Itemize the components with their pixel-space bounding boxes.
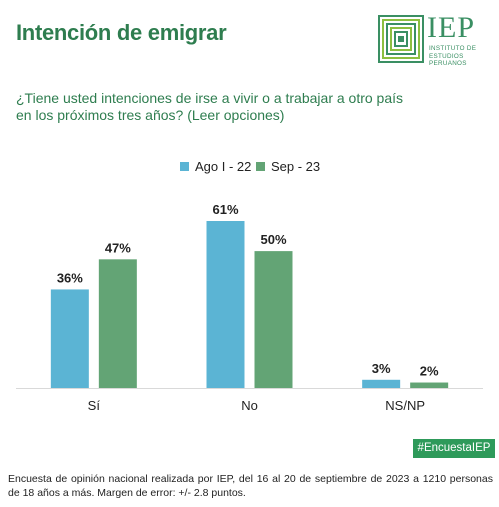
data-label: 61% [212,202,238,217]
data-label: 2% [420,364,439,379]
legend-item-series-2: Sep - 23 [256,159,320,174]
logo-subtitle: INSTITUTO DE ESTUDIOS PERUANOS [429,45,489,68]
logo-subtitle-line: INSTITUTO DE [429,45,477,52]
logo-subtitle-line: PERUANOS [429,60,467,67]
x-tick-label: Sí [88,398,101,413]
data-label: 36% [57,270,83,285]
survey-footnote: Encuesta de opinión nacional realizada p… [8,473,493,499]
iep-logo-mark-icon [378,15,424,63]
bar-chart: 36% 47% Sí 61% 50% No 3% 2% NS/NP [16,202,483,413]
hashtag-badge: #EncuestaIEP [413,439,495,458]
legend-swatch [256,162,265,171]
logo-subtitle-line: ESTUDIOS [429,52,464,60]
legend-label: Sep - 23 [271,159,321,174]
legend-item-series-1: Ago I - 22 [180,159,251,174]
bar-1-2 [206,221,245,388]
bar-1-3 [362,379,401,388]
chart-legend: Ago I - 22 Sep - 23 [0,159,499,177]
x-tick-label: No [241,398,258,413]
page-title: Intención de emigrar [16,20,227,45]
survey-question: ¿Tiene usted intenciones de irse a vivir… [16,90,404,123]
logo-name: IEP [427,11,475,44]
bar-2-2 [254,251,293,388]
bar-2-1 [98,259,137,388]
x-tick-label: NS/NP [385,398,425,413]
data-label: 3% [372,361,391,376]
bar-2-3 [410,382,449,388]
bar-1-1 [50,289,89,388]
iep-logo: IEP INSTITUTO DE ESTUDIOS PERUANOS [378,11,489,68]
legend-swatch [180,162,189,171]
data-label: 47% [105,240,131,255]
data-label: 50% [260,232,286,247]
legend-label: Ago I - 22 [195,159,252,174]
